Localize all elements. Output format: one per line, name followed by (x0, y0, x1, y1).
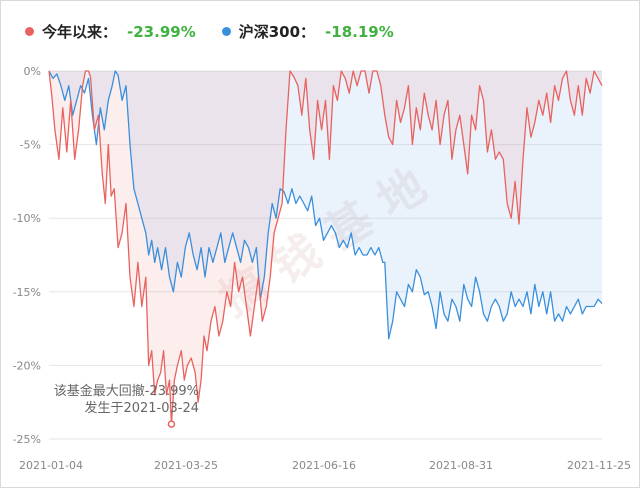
legend-dot-fund (25, 27, 34, 36)
area-fund (49, 71, 602, 425)
legend-label-fund: 今年以来： (42, 23, 118, 41)
x-tick-label: 2021-03-25 (154, 459, 218, 472)
series-line-fund[interactable] (48, 70, 603, 425)
drawdown-annotation: 该基金最大回撤-23.99% 发生于2021-03-24 (54, 383, 199, 428)
x-axis: 2021-01-04 2021-03-25 2021-06-16 2021-08-31… (19, 459, 631, 472)
series-lines (48, 70, 603, 425)
annotation-line-1: 该基金最大回撤-23.99% (54, 383, 199, 399)
x-tick-label: 2021-11-25 (567, 459, 631, 472)
legend-value-index: -18.19% (325, 22, 394, 41)
max-drawdown-marker[interactable] (167, 420, 176, 428)
legend-label-index: 沪深300： (238, 23, 316, 41)
series-areas (49, 71, 602, 425)
y-tick-label: -25% (13, 433, 41, 446)
y-axis: 0% -5% -10% -15% -20% -25% (13, 65, 41, 446)
y-tick-label: -5% (20, 139, 41, 152)
legend-item-index[interactable]: 沪深300： -18.19% (221, 21, 394, 42)
y-tick-label: -15% (13, 286, 41, 299)
annotation-line-2: 发生于2021-03-24 (84, 400, 199, 416)
legend-value-fund: -23.99% (127, 22, 196, 41)
area-index (49, 71, 602, 339)
y-tick-label: -10% (13, 212, 41, 225)
legend-item-fund[interactable]: 今年以来： -23.99% (25, 21, 196, 42)
grid-lines (49, 70, 602, 440)
series-line-index[interactable] (48, 70, 603, 340)
x-tick-label: 2021-06-16 (292, 459, 356, 472)
x-tick-label: 2021-01-04 (19, 459, 83, 472)
y-tick-label: 0% (24, 65, 41, 78)
legend: 今年以来： -23.99% 沪深300： -18.19% (25, 21, 420, 42)
y-tick-label: -20% (13, 359, 41, 372)
x-tick-label: 2021-08-31 (429, 459, 493, 472)
legend-dot-index (221, 27, 231, 36)
